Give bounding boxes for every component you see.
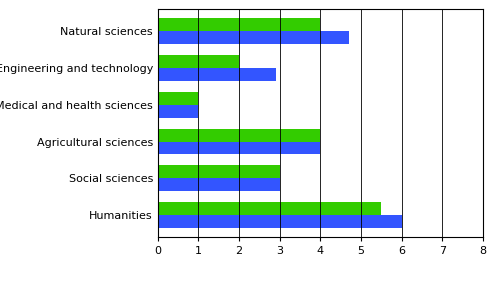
Bar <box>158 55 239 68</box>
Bar <box>158 31 349 44</box>
Bar <box>158 68 276 81</box>
Bar <box>158 92 198 105</box>
Bar <box>158 129 320 141</box>
Bar <box>158 178 280 191</box>
Bar <box>158 202 382 215</box>
Bar <box>158 141 320 154</box>
Bar <box>158 18 320 31</box>
Bar <box>158 215 402 228</box>
Bar <box>158 165 280 178</box>
Bar <box>158 105 198 118</box>
